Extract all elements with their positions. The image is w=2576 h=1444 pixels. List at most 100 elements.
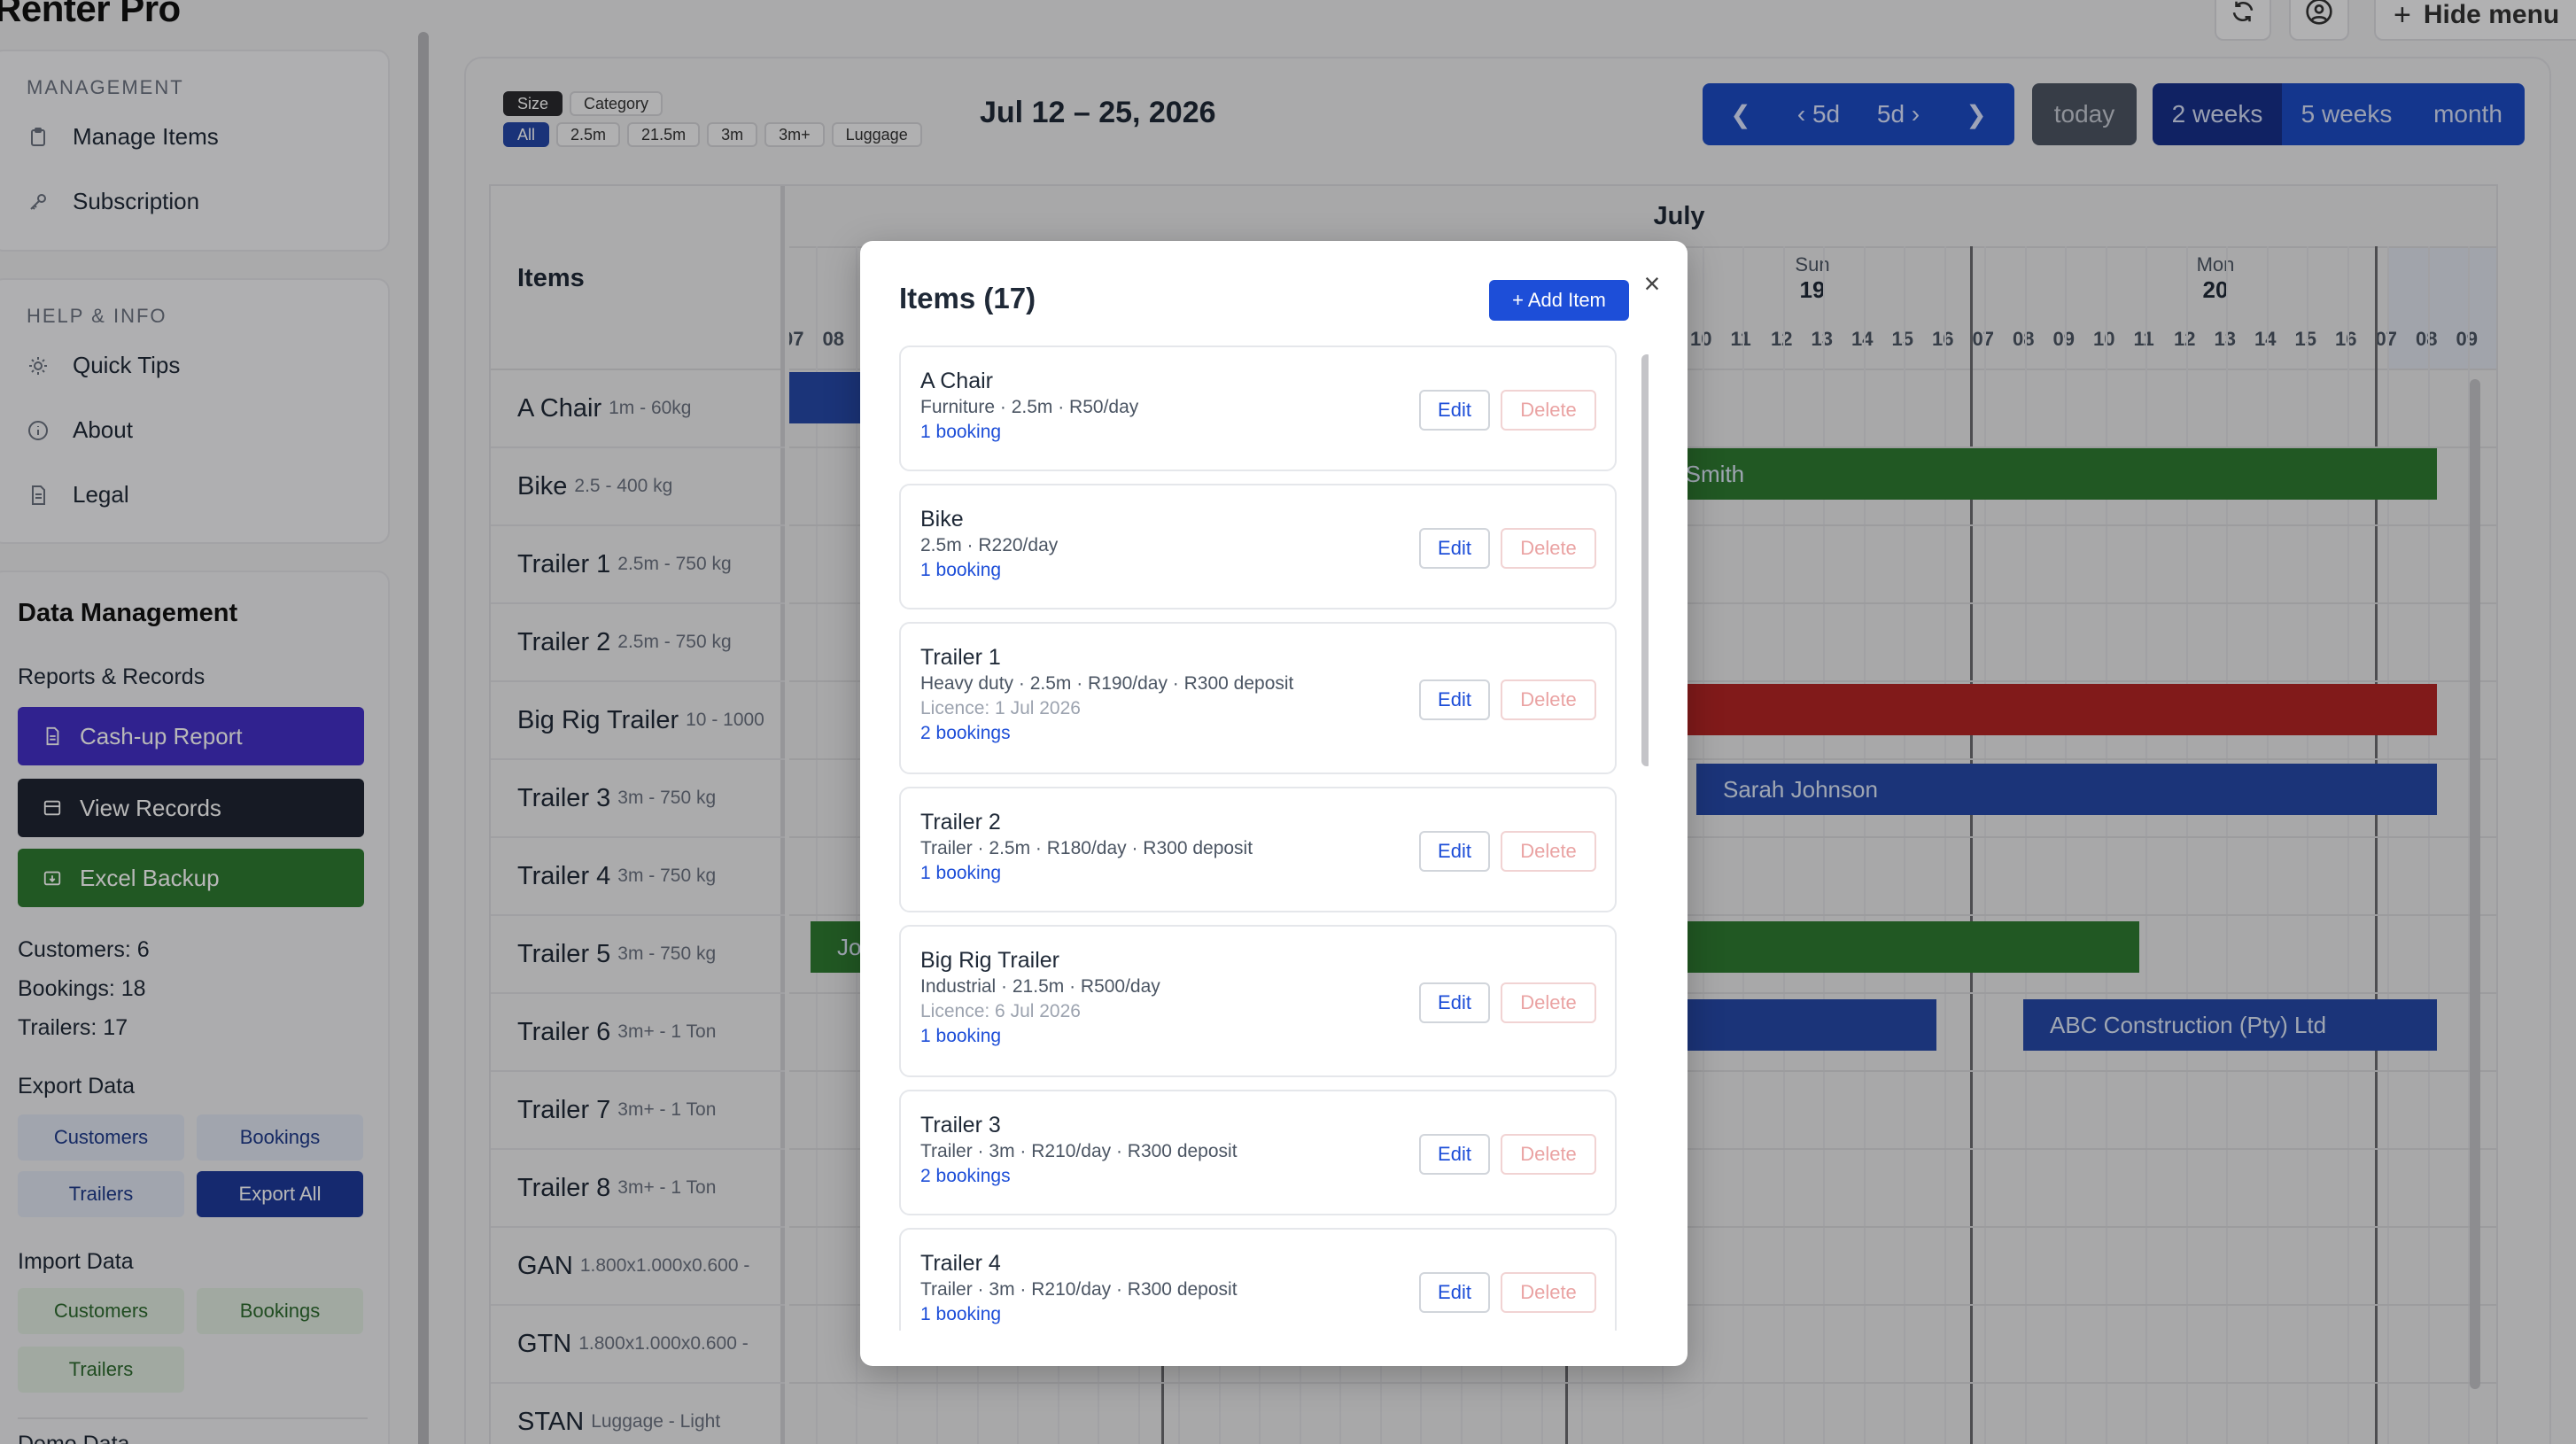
item-card: Trailer 2 Trailer · 2.5m · R180/day · R30… — [899, 787, 1617, 912]
export-all-button[interactable]: Export All — [197, 1171, 363, 1217]
calendar-item-row[interactable]: Trailer 3 3m - 750 kg — [491, 760, 785, 838]
filter-option-21-5m[interactable]: 21.5m — [627, 122, 701, 147]
booking-bar[interactable] — [1640, 921, 2139, 973]
calendar-item-row[interactable]: Trailer 8 3m+ - 1 Ton — [491, 1150, 785, 1228]
filter-tab-size[interactable]: Size — [503, 91, 563, 116]
calendar-scrollbar[interactable] — [2470, 379, 2480, 1389]
calendar-item-row[interactable]: Trailer 6 3m+ - 1 Ton — [491, 994, 785, 1072]
calendar-item-row[interactable]: STAN Luggage - Light — [491, 1384, 785, 1444]
import-customers-button[interactable]: Customers — [18, 1288, 184, 1334]
calendar-item-row[interactable]: A Chair 1m - 60kg — [491, 370, 785, 448]
filter-option-all[interactable]: All — [503, 122, 550, 147]
booking-bar[interactable] — [1640, 999, 1936, 1051]
edit-button[interactable]: Edit — [1419, 679, 1490, 720]
delete-button[interactable]: Delete — [1501, 982, 1596, 1023]
next-button[interactable]: ❯ — [1938, 83, 2014, 145]
sidebar-item-manage-items[interactable]: Manage Items — [0, 105, 388, 169]
calendar-item-row[interactable]: Trailer 7 3m+ - 1 Ton — [491, 1072, 785, 1150]
excel-backup-button[interactable]: Excel Backup — [18, 849, 364, 907]
item-description: Luggage - Light — [591, 1411, 721, 1432]
view-2-weeks[interactable]: 2 weeks — [2153, 83, 2282, 145]
item-meta: Trailer · 3m · R210/day · R300 deposit — [920, 1141, 1238, 1161]
grid-column-line — [1944, 246, 1946, 1444]
item-bookings-link[interactable]: 2 bookings — [920, 1166, 1011, 1186]
item-card: Bike 2.5m · R220/day 1 booking Edit Delete — [899, 484, 1617, 609]
grid-column-line — [2024, 246, 2027, 1444]
prev-button[interactable]: ❮ — [1703, 83, 1779, 145]
calendar-item-row[interactable]: GAN 1.800x1.000x0.600 - — [491, 1228, 785, 1306]
sidebar-item-subscription[interactable]: Subscription — [0, 169, 388, 234]
edit-button[interactable]: Edit — [1419, 982, 1490, 1023]
filter-option-2-5m[interactable]: 2.5m — [556, 122, 621, 147]
item-bookings-link[interactable]: 2 bookings — [920, 723, 1011, 743]
export-bookings-button[interactable]: Bookings — [197, 1114, 363, 1161]
item-bookings-link[interactable]: 1 booking — [920, 560, 1002, 580]
sidebar-scrollbar[interactable] — [418, 32, 429, 1444]
filter-tab-category[interactable]: Category — [570, 91, 663, 116]
calendar-item-row[interactable]: Trailer 5 3m - 750 kg — [491, 916, 785, 994]
item-description: 2.5m - 750 kg — [617, 554, 732, 574]
hide-menu-button[interactable]: + Hide menu — [2374, 0, 2576, 41]
delete-button[interactable]: Delete — [1501, 390, 1596, 431]
export-trailers-button[interactable]: Trailers — [18, 1171, 184, 1217]
import-trailers-button[interactable]: Trailers — [18, 1347, 184, 1393]
import-data-label: Import Data — [18, 1249, 134, 1274]
filter-option-luggage[interactable]: Luggage — [831, 122, 922, 147]
view-records-button[interactable]: View Records — [18, 779, 364, 837]
export-customers-button[interactable]: Customers — [18, 1114, 184, 1161]
sidebar-item-about[interactable]: About — [0, 398, 388, 462]
add-item-button[interactable]: + Add Item — [1489, 280, 1629, 321]
view-5-weeks[interactable]: 5 weeks — [2282, 83, 2411, 145]
sidebar-item-label: Manage Items — [73, 123, 219, 150]
hour-label: 15 — [2294, 328, 2316, 350]
today-button[interactable]: today — [2032, 83, 2137, 145]
hour-label: 08 — [2013, 328, 2035, 350]
calendar-item-row[interactable]: Trailer 4 3m - 750 kg — [491, 838, 785, 916]
item-meta: 2.5m · R220/day — [920, 535, 1059, 555]
import-bookings-button[interactable]: Bookings — [197, 1288, 363, 1334]
edit-button[interactable]: Edit — [1419, 1272, 1490, 1313]
item-bookings-link[interactable]: 1 booking — [920, 422, 1002, 442]
sidebar-item-legal[interactable]: Legal — [0, 462, 388, 527]
filter-option-3m[interactable]: 3m — [707, 122, 758, 147]
cashup-report-button[interactable]: Cash-up Report — [18, 707, 364, 765]
delete-button[interactable]: Delete — [1501, 679, 1596, 720]
calendar-item-row[interactable]: Trailer 2 2.5m - 750 kg — [491, 604, 785, 682]
item-bookings-link[interactable]: 1 booking — [920, 1304, 1002, 1324]
view-month[interactable]: month — [2411, 83, 2525, 145]
item-name: Bike — [920, 507, 964, 532]
item-name: Trailer 4 — [517, 861, 611, 890]
filter-option-3m-plus[interactable]: 3m+ — [764, 122, 825, 147]
close-button[interactable]: × — [1634, 266, 1670, 301]
delete-button[interactable]: Delete — [1501, 1272, 1596, 1313]
calendar-item-row[interactable]: Big Rig Trailer 10 - 1000 — [491, 682, 785, 760]
booking-bar[interactable]: ABC Construction (Pty) Ltd — [2023, 999, 2437, 1051]
edit-button[interactable]: Edit — [1419, 1134, 1490, 1175]
item-bookings-link[interactable]: 1 booking — [920, 863, 1002, 883]
prev-5d-button[interactable]: ‹ 5d — [1779, 83, 1858, 145]
modal-scrollbar[interactable] — [1641, 354, 1649, 766]
delete-button[interactable]: Delete — [1501, 528, 1596, 569]
edit-button[interactable]: Edit — [1419, 528, 1490, 569]
item-name: Trailer 1 — [920, 645, 1001, 670]
grid-column-line — [2226, 246, 2228, 1444]
calendar-item-row[interactable]: GTN 1.800x1.000x0.600 - — [491, 1306, 785, 1384]
booking-bar[interactable] — [789, 372, 862, 423]
calendar-item-row[interactable]: Trailer 1 2.5m - 750 kg — [491, 526, 785, 604]
hour-label: 10 — [2093, 328, 2115, 350]
booking-bar[interactable]: Sarah Johnson — [1696, 764, 2437, 815]
delete-button[interactable]: Delete — [1501, 831, 1596, 872]
hour-label: 11 — [1730, 328, 1751, 350]
booking-bar[interactable] — [1640, 684, 2437, 735]
hour-label: 10 — [1690, 328, 1712, 350]
refresh-button[interactable] — [2215, 0, 2271, 41]
edit-button[interactable]: Edit — [1419, 390, 1490, 431]
item-name: Trailer 4 — [920, 1251, 1001, 1276]
sidebar-item-quick-tips[interactable]: Quick Tips — [0, 333, 388, 398]
delete-button[interactable]: Delete — [1501, 1134, 1596, 1175]
calendar-item-row[interactable]: Bike 2.5 - 400 kg — [491, 448, 785, 526]
edit-button[interactable]: Edit — [1419, 831, 1490, 872]
next-5d-button[interactable]: 5d › — [1858, 83, 1938, 145]
item-bookings-link[interactable]: 1 booking — [920, 1026, 1002, 1046]
account-button[interactable] — [2289, 0, 2349, 41]
